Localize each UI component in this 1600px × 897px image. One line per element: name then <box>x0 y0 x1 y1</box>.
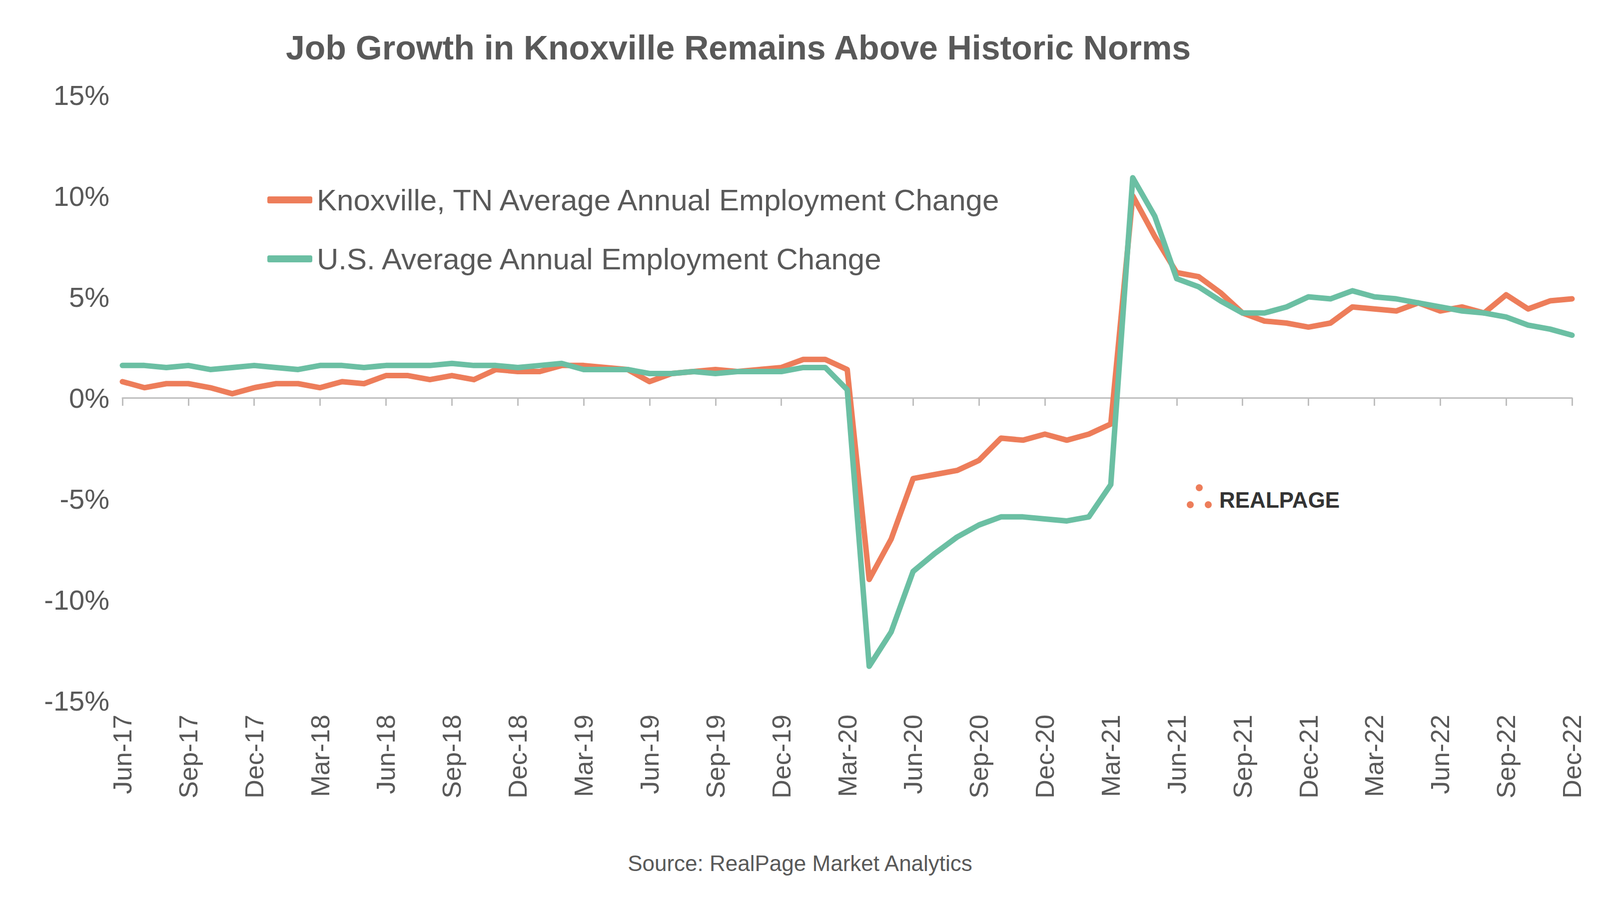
svg-text:Knoxville, TN Average Annual E: Knoxville, TN Average Annual Employment … <box>316 183 999 217</box>
svg-text:Jun-22: Jun-22 <box>1425 714 1455 795</box>
svg-text:15%: 15% <box>53 79 110 111</box>
svg-text:Dec-19: Dec-19 <box>767 714 797 799</box>
svg-text:Dec-20: Dec-20 <box>1030 714 1060 799</box>
svg-text:Source: RealPage Market Analyt: Source: RealPage Market Analytics <box>627 850 973 876</box>
svg-text:-15%: -15% <box>43 685 110 717</box>
svg-text:5%: 5% <box>68 281 110 313</box>
svg-text:Mar-22: Mar-22 <box>1359 714 1389 798</box>
svg-text:-5%: -5% <box>59 483 110 515</box>
svg-text:10%: 10% <box>53 180 110 212</box>
svg-text:Mar-21: Mar-21 <box>1096 714 1126 798</box>
svg-text:Sep-22: Sep-22 <box>1491 714 1521 799</box>
svg-text:Jun-18: Jun-18 <box>371 714 401 795</box>
svg-text:Mar-20: Mar-20 <box>832 714 862 798</box>
svg-text:Jun-17: Jun-17 <box>107 714 137 795</box>
svg-text:Sep-21: Sep-21 <box>1228 714 1258 799</box>
svg-text:Sep-17: Sep-17 <box>173 714 203 799</box>
svg-text:Sep-18: Sep-18 <box>437 714 467 799</box>
svg-text:Dec-21: Dec-21 <box>1294 714 1324 799</box>
svg-text:-10%: -10% <box>43 584 110 616</box>
svg-text:Dec-18: Dec-18 <box>503 714 533 799</box>
svg-text:Dec-22: Dec-22 <box>1557 714 1587 799</box>
svg-text:Jun-21: Jun-21 <box>1162 714 1192 795</box>
svg-text:Jun-20: Jun-20 <box>898 714 928 795</box>
svg-text:Mar-18: Mar-18 <box>305 714 335 798</box>
svg-text:0%: 0% <box>68 382 110 414</box>
svg-text:Jun-19: Jun-19 <box>635 714 665 795</box>
svg-text:REALPAGE: REALPAGE <box>1219 487 1340 513</box>
svg-text:U.S. Average Annual Employment: U.S. Average Annual Employment Change <box>316 242 882 276</box>
svg-text:Job Growth in Knoxville Remain: Job Growth in Knoxville Remains Above Hi… <box>285 28 1191 67</box>
svg-text:Sep-19: Sep-19 <box>701 714 731 799</box>
svg-text:Sep-20: Sep-20 <box>964 714 994 799</box>
svg-text:Mar-19: Mar-19 <box>569 714 599 798</box>
svg-text:Dec-17: Dec-17 <box>239 714 269 799</box>
